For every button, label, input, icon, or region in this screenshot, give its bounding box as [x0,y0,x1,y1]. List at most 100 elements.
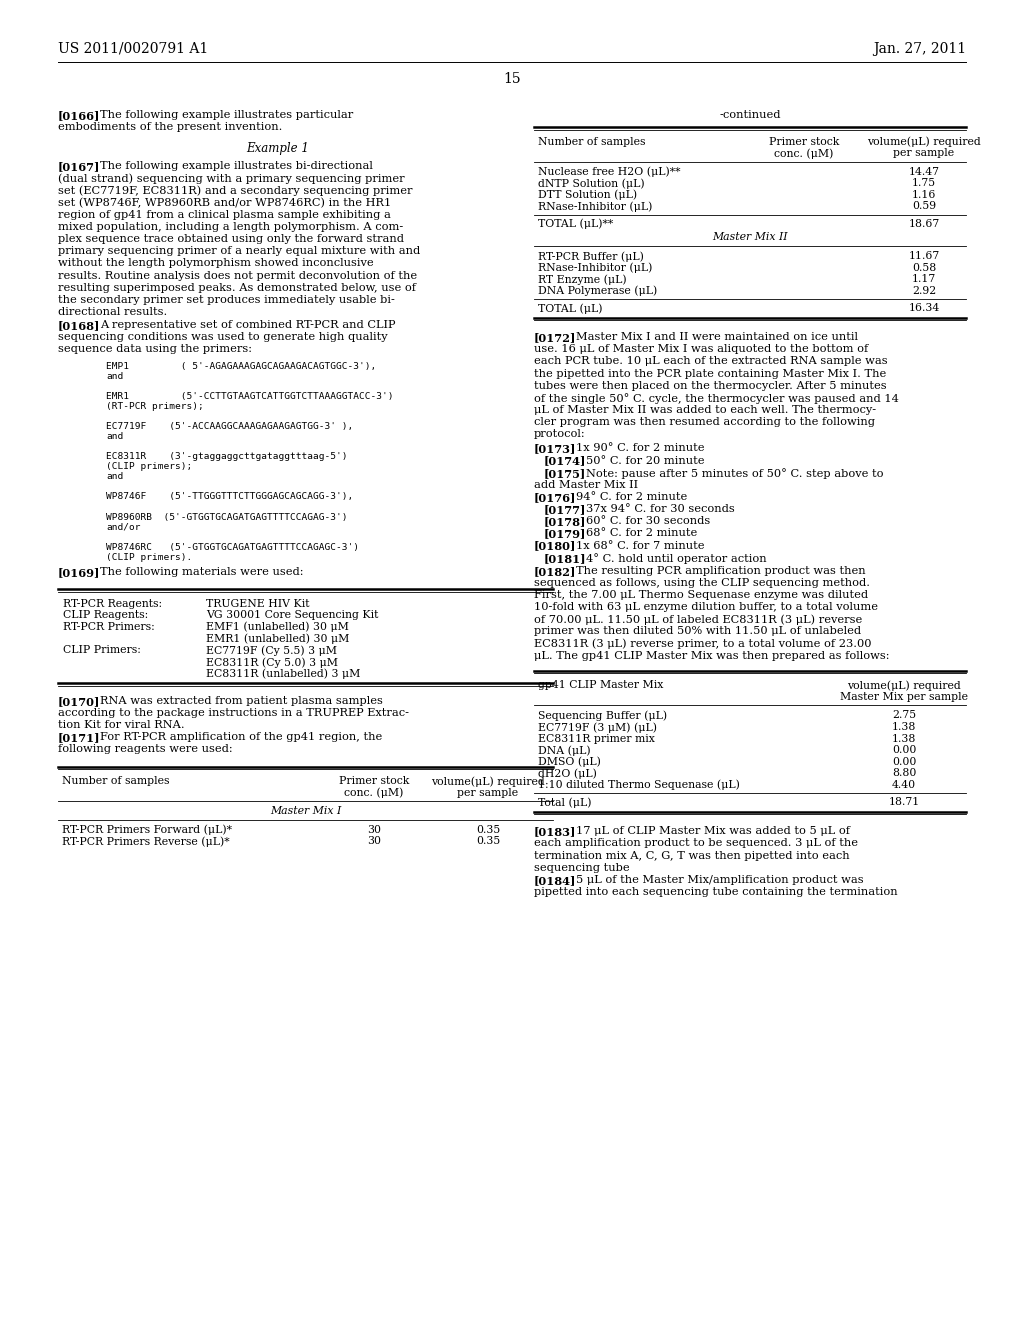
Text: and: and [106,473,123,482]
Text: [0174]: [0174] [544,455,587,466]
Text: Note: pause after 5 minutes of 50° C. step above to: Note: pause after 5 minutes of 50° C. st… [586,467,884,479]
Text: EMR1 (unlabelled) 30 μM: EMR1 (unlabelled) 30 μM [206,634,349,644]
Text: 60° C. for 30 seconds: 60° C. for 30 seconds [586,516,711,527]
Text: RT-PCR Primers:: RT-PCR Primers: [63,622,155,632]
Text: [0172]: [0172] [534,333,577,343]
Text: 4.40: 4.40 [892,780,916,789]
Text: [0166]: [0166] [58,110,100,121]
Text: Number of samples: Number of samples [62,776,170,787]
Text: [0171]: [0171] [58,733,100,743]
Text: per sample: per sample [893,148,954,158]
Text: set (WP8746F, WP8960RB and/or WP8746RC) in the HR1: set (WP8746F, WP8960RB and/or WP8746RC) … [58,198,391,209]
Text: WP8746F    (5'-TTGGGTTTCTTGGGAGCAGCAGG-3'),: WP8746F (5'-TTGGGTTTCTTGGGAGCAGCAGG-3'), [106,492,353,502]
Text: CLIP Primers:: CLIP Primers: [63,645,141,655]
Text: dNTP Solution (μL): dNTP Solution (μL) [538,178,645,189]
Text: resulting superimposed peaks. As demonstrated below, use of: resulting superimposed peaks. As demonst… [58,282,416,293]
Text: Sequencing Buffer (μL): Sequencing Buffer (μL) [538,710,667,721]
Text: EC7719F (Cy 5.5) 3 μM: EC7719F (Cy 5.5) 3 μM [206,645,337,656]
Text: US 2011/0020791 A1: US 2011/0020791 A1 [58,42,208,55]
Text: EC7719F    (5'-ACCAAGGCAAAGAGAAGAGTGG-3' ),: EC7719F (5'-ACCAAGGCAAAGAGAAGAGTGG-3' ), [106,422,353,430]
Text: 30: 30 [367,837,381,846]
Text: (dual strand) sequencing with a primary sequencing primer: (dual strand) sequencing with a primary … [58,173,404,183]
Text: [0184]: [0184] [534,875,577,886]
Text: embodiments of the present invention.: embodiments of the present invention. [58,123,283,132]
Text: 68° C. for 2 minute: 68° C. for 2 minute [586,528,697,539]
Text: A representative set of combined RT-PCR and CLIP: A representative set of combined RT-PCR … [100,321,395,330]
Text: EC8311R (unlabelled) 3 μM: EC8311R (unlabelled) 3 μM [206,669,360,680]
Text: 18.67: 18.67 [908,219,940,228]
Text: RT-PCR Reagents:: RT-PCR Reagents: [63,598,162,609]
Text: 17 μL of CLIP Master Mix was added to 5 μL of: 17 μL of CLIP Master Mix was added to 5 … [575,826,850,837]
Text: RT-PCR Buffer (μL): RT-PCR Buffer (μL) [538,251,644,261]
Text: Primer stock: Primer stock [339,776,410,787]
Text: EC8311R (3 μL) reverse primer, to a total volume of 23.00: EC8311R (3 μL) reverse primer, to a tota… [534,639,871,649]
Text: add Master Mix II: add Master Mix II [534,480,638,490]
Text: tion Kit for viral RNA.: tion Kit for viral RNA. [58,721,184,730]
Text: 1.75: 1.75 [912,178,936,189]
Text: conc. (μM): conc. (μM) [344,788,403,799]
Text: sequenced as follows, using the CLIP sequencing method.: sequenced as follows, using the CLIP seq… [534,578,870,587]
Text: primary sequencing primer of a nearly equal mixture with and: primary sequencing primer of a nearly eq… [58,247,420,256]
Text: primer was then diluted 50% with 11.50 μL of unlabeled: primer was then diluted 50% with 11.50 μ… [534,627,861,636]
Text: each PCR tube. 10 μL each of the extracted RNA sample was: each PCR tube. 10 μL each of the extract… [534,356,888,367]
Text: [0177]: [0177] [544,504,587,515]
Text: RT-PCR Primers Forward (μL)*: RT-PCR Primers Forward (μL)* [62,825,232,836]
Text: TOTAL (μL): TOTAL (μL) [538,304,602,314]
Text: Total (μL): Total (μL) [538,797,592,808]
Text: TRUGENE HIV Kit: TRUGENE HIV Kit [206,598,309,609]
Text: cler program was then resumed according to the following: cler program was then resumed according … [534,417,874,428]
Text: DMSO (μL): DMSO (μL) [538,756,601,767]
Text: [0182]: [0182] [534,566,577,577]
Text: Nuclease free H2O (μL)**: Nuclease free H2O (μL)** [538,166,681,177]
Text: of the single 50° C. cycle, the thermocycler was paused and 14: of the single 50° C. cycle, the thermocy… [534,393,899,404]
Text: sequencing conditions was used to generate high quality: sequencing conditions was used to genera… [58,333,388,342]
Text: pipetted into each sequencing tube containing the termination: pipetted into each sequencing tube conta… [534,887,898,898]
Text: DNA (μL): DNA (μL) [538,744,591,755]
Text: EC8311R    (3'-gtaggaggcttgataggtttaag-5'): EC8311R (3'-gtaggaggcttgataggtttaag-5') [106,453,347,461]
Text: plex sequence trace obtained using only the forward strand: plex sequence trace obtained using only … [58,234,404,244]
Text: -continued: -continued [719,110,780,120]
Text: DTT Solution (μL): DTT Solution (μL) [538,190,637,201]
Text: results. Routine analysis does not permit deconvolution of the: results. Routine analysis does not permi… [58,271,417,281]
Text: without the length polymorphism showed inconclusive: without the length polymorphism showed i… [58,259,374,268]
Text: (CLIP primers).: (CLIP primers). [106,553,193,562]
Text: 0.00: 0.00 [892,744,916,755]
Text: The resulting PCR amplification product was then: The resulting PCR amplification product … [575,566,865,576]
Text: sequence data using the primers:: sequence data using the primers: [58,345,252,355]
Text: RNA was extracted from patient plasma samples: RNA was extracted from patient plasma sa… [100,696,383,706]
Text: RT-PCR Primers Reverse (μL)*: RT-PCR Primers Reverse (μL)* [62,837,229,847]
Text: protocol:: protocol: [534,429,586,440]
Text: Jan. 27, 2011: Jan. 27, 2011 [872,42,966,55]
Text: each amplification product to be sequenced. 3 μL of the: each amplification product to be sequenc… [534,838,858,849]
Text: 15: 15 [503,73,521,86]
Text: EC8311R primer mix: EC8311R primer mix [538,734,655,743]
Text: 0.59: 0.59 [912,202,936,211]
Text: 1.38: 1.38 [892,722,916,733]
Text: volume(μL) required: volume(μL) required [431,776,545,787]
Text: 1.16: 1.16 [911,190,936,199]
Text: Number of samples: Number of samples [538,137,645,147]
Text: gp41 CLIP Master Mix: gp41 CLIP Master Mix [538,680,664,690]
Text: RNase-Inhibitor (μL): RNase-Inhibitor (μL) [538,263,652,273]
Text: region of gp41 from a clinical plasma sample exhibiting a: region of gp41 from a clinical plasma sa… [58,210,391,220]
Text: tubes were then placed on the thermocycler. After 5 minutes: tubes were then placed on the thermocycl… [534,380,887,391]
Text: 5 μL of the Master Mix/amplification product was: 5 μL of the Master Mix/amplification pro… [575,875,863,884]
Text: and: and [106,372,123,380]
Text: 1x 90° C. for 2 minute: 1x 90° C. for 2 minute [575,444,705,454]
Text: use. 16 μL of Master Mix I was aliquoted to the bottom of: use. 16 μL of Master Mix I was aliquoted… [534,345,868,354]
Text: sequencing tube: sequencing tube [534,863,630,873]
Text: CLIP Reagents:: CLIP Reagents: [63,610,148,620]
Text: 50° C. for 20 minute: 50° C. for 20 minute [586,455,705,466]
Text: EMR1         (5'-CCTTGTAAGTCATTGGTCTTAAAGGTACC-3'): EMR1 (5'-CCTTGTAAGTCATTGGTCTTAAAGGTACC-3… [106,392,393,401]
Text: μL of Master Mix II was added to each well. The thermocy-: μL of Master Mix II was added to each we… [534,405,877,414]
Text: WP8746RC   (5'-GTGGTGCAGATGAGTTTTCCAGAGC-3'): WP8746RC (5'-GTGGTGCAGATGAGTTTTCCAGAGC-3… [106,543,359,552]
Text: directional results.: directional results. [58,308,167,317]
Text: First, the 7.00 μL Thermo Sequenase enzyme was diluted: First, the 7.00 μL Thermo Sequenase enzy… [534,590,868,601]
Text: 2.92: 2.92 [912,285,936,296]
Text: mixed population, including a length polymorphism. A com-: mixed population, including a length pol… [58,222,403,232]
Text: The following example illustrates particular: The following example illustrates partic… [100,110,353,120]
Text: DNA Polymerase (μL): DNA Polymerase (μL) [538,285,657,296]
Text: (RT-PCR primers);: (RT-PCR primers); [106,401,204,411]
Text: 1x 68° C. for 7 minute: 1x 68° C. for 7 minute [575,540,705,550]
Text: μL. The gp41 CLIP Master Mix was then prepared as follows:: μL. The gp41 CLIP Master Mix was then pr… [534,651,890,661]
